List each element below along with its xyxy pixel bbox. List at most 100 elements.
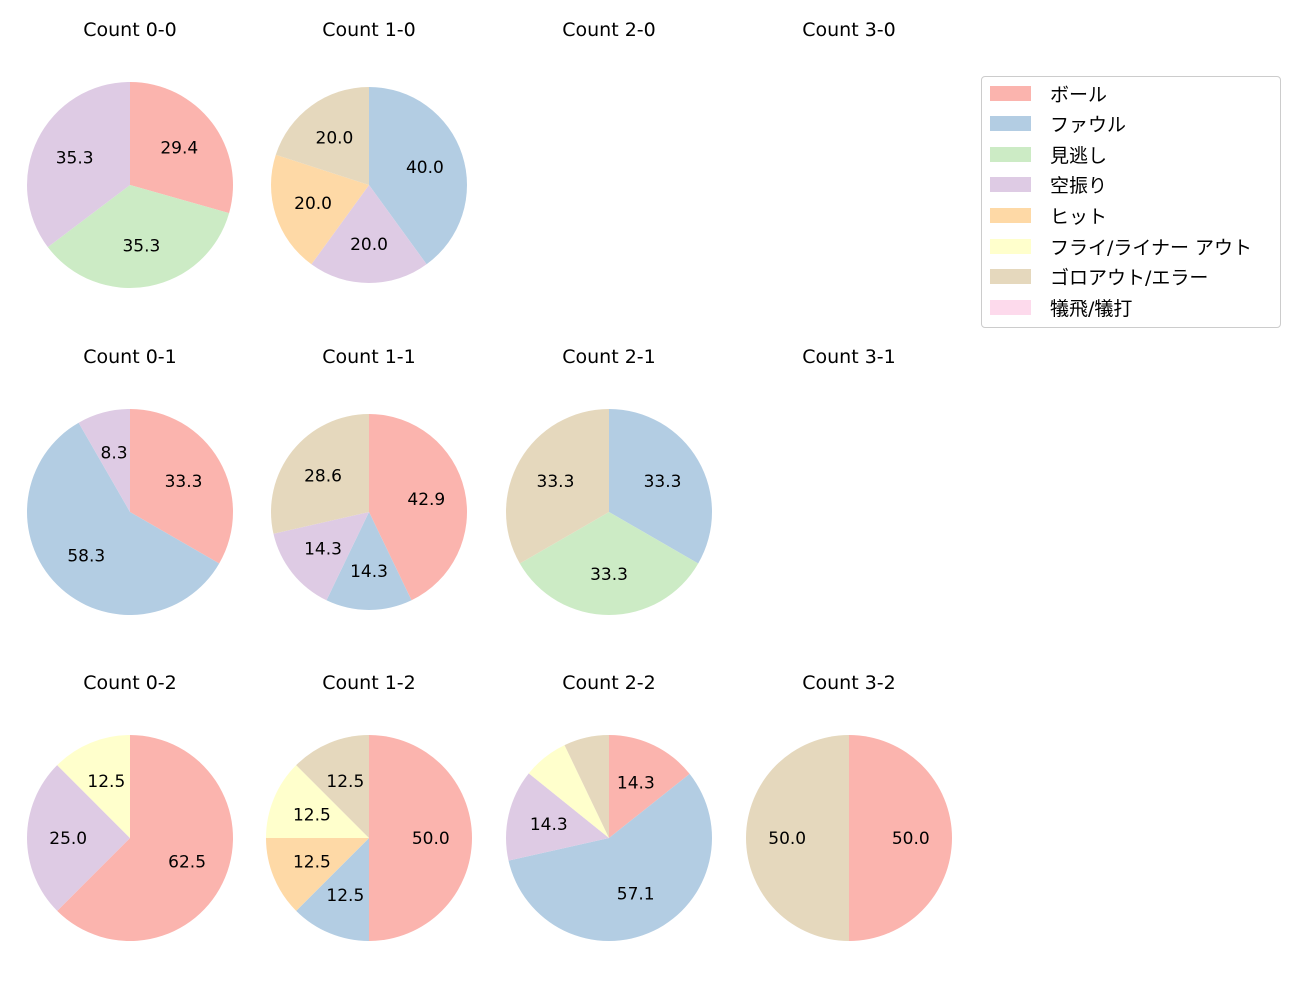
pie-8: Count 0-2 62.5 25.0 12.5	[27, 672, 234, 941]
legend-item: ファウル	[990, 113, 1127, 137]
slice-label: 50.0	[892, 829, 930, 849]
legend-swatch	[990, 85, 1031, 101]
pie-slice	[564, 735, 609, 838]
pie-title: Count 3-1	[802, 346, 896, 368]
slice-label: 33.3	[644, 472, 682, 492]
pie-slice	[296, 838, 369, 941]
pie-slice	[273, 512, 369, 601]
legend-swatch	[990, 238, 1031, 254]
slice-label: 12.5	[293, 853, 331, 873]
pie-slice	[746, 735, 849, 941]
legend-item: 空振り	[990, 174, 1108, 198]
pie-slice	[57, 735, 131, 838]
legend-label: ゴロアウト/エラー	[1050, 267, 1209, 290]
slice-label: 57.1	[617, 885, 655, 905]
slice-label: 8.3	[101, 443, 128, 463]
pie-0: Count 0-0 29.4 35.3 35.3	[26, 19, 233, 289]
slice-label: 33.3	[165, 472, 203, 492]
pie-slice	[266, 765, 369, 838]
slice-label: 50.0	[768, 829, 806, 849]
pie-slice	[609, 409, 712, 564]
pie-title: Count 2-0	[562, 19, 656, 41]
pie-title: Count 3-0	[802, 19, 896, 41]
pie-title: Count 1-2	[322, 672, 416, 694]
slice-label: 58.3	[67, 547, 105, 567]
slice-label: 14.3	[350, 562, 388, 582]
pie-9: Count 1-2 50.0 12.5 12.5 12.5 12.5	[266, 672, 472, 941]
pie-3: Count 3-0	[802, 19, 896, 41]
pie-title: Count 2-1	[562, 346, 656, 368]
pie-title: Count 0-0	[83, 19, 177, 41]
slice-label: 20.0	[316, 128, 354, 148]
slice-label: 25.0	[49, 829, 87, 849]
slice-label: 33.3	[590, 565, 628, 585]
pie-4: Count 0-1 33.3 58.3 8.3	[27, 346, 233, 615]
pie-slice	[296, 735, 369, 838]
pie-title: Count 1-0	[322, 19, 416, 41]
pie-slice	[266, 838, 369, 911]
slice-label: 20.0	[350, 235, 388, 255]
pie-6: Count 2-1 33.3 33.3 33.3	[506, 346, 712, 615]
slice-label: 35.3	[56, 148, 94, 168]
legend-item: ヒット	[990, 204, 1108, 228]
slice-label: 14.3	[530, 815, 568, 835]
legend-label: ヒット	[1050, 205, 1108, 228]
pie-slice	[369, 87, 467, 265]
legend-swatch	[990, 269, 1031, 285]
legend-label: ボール	[1050, 83, 1108, 106]
pie-slice	[508, 773, 712, 942]
pie-slice	[369, 735, 472, 941]
pie-7: Count 3-1	[802, 346, 896, 368]
slice-label: 42.9	[407, 490, 445, 510]
slice-label: 29.4	[160, 139, 198, 159]
pie-slice	[27, 422, 220, 615]
pie-slice	[506, 409, 609, 564]
legend-label: 見逃し	[1050, 144, 1108, 167]
pie-slice	[57, 735, 234, 941]
legend-swatch	[990, 146, 1031, 162]
pie-11: Count 3-2 50.0 50.0	[746, 672, 952, 941]
pie-slice	[528, 745, 609, 838]
pie-title: Count 0-2	[83, 672, 177, 694]
pie-10: Count 2-2 14.3 57.1 14.3	[505, 672, 712, 942]
pie-title: Count 1-1	[322, 346, 416, 368]
slice-label: 62.5	[168, 853, 206, 873]
pie-title: Count 2-2	[562, 672, 656, 694]
pie-slice	[849, 735, 952, 941]
slice-label: 35.3	[122, 237, 160, 257]
pie-slice	[326, 512, 412, 610]
slice-label: 14.3	[617, 773, 655, 793]
legend-swatch	[990, 116, 1031, 132]
legend: ボールファウル見逃し空振りヒットフライ/ライナー アウトゴロアウト/エラー 犠飛/…	[981, 76, 1281, 328]
pie-slice	[130, 409, 233, 564]
slice-label: 12.5	[326, 886, 364, 906]
legend-label: 空振り	[1050, 175, 1108, 198]
legend-item: フライ/ライナー アウト	[990, 235, 1252, 259]
pie-title: Count 0-1	[83, 346, 177, 368]
legend-swatch	[990, 177, 1031, 193]
pie-slice	[519, 512, 699, 615]
slice-label: 40.0	[406, 158, 444, 178]
slice-label: 33.3	[537, 472, 575, 492]
pie-5: Count 1-1 42.9 14.3 14.3 28.6	[271, 346, 467, 610]
legend-item: ボール	[990, 82, 1108, 106]
pie-slice	[275, 87, 369, 185]
pie-slice	[505, 773, 609, 861]
pie-slice	[26, 82, 130, 248]
slice-label: 20.0	[294, 194, 332, 214]
pie-1: Count 1-0 40.0 20.0 20.0 20.0	[271, 19, 467, 283]
slice-label: 14.3	[304, 540, 342, 560]
pie-slice	[47, 185, 230, 289]
slice-label: 50.0	[412, 829, 450, 849]
pie-title: Count 3-2	[802, 672, 896, 694]
slice-label: 12.5	[326, 772, 364, 792]
pie-slice	[271, 414, 369, 534]
legend-label: 犠飛/犠打	[1050, 297, 1133, 320]
pie-slice	[609, 735, 690, 838]
pie-slice	[130, 82, 233, 214]
legend-item: ゴロアウト/エラー	[990, 266, 1209, 290]
slice-label: 28.6	[304, 466, 342, 486]
pie-slice	[78, 409, 130, 512]
legend-label: ファウル	[1050, 114, 1127, 137]
